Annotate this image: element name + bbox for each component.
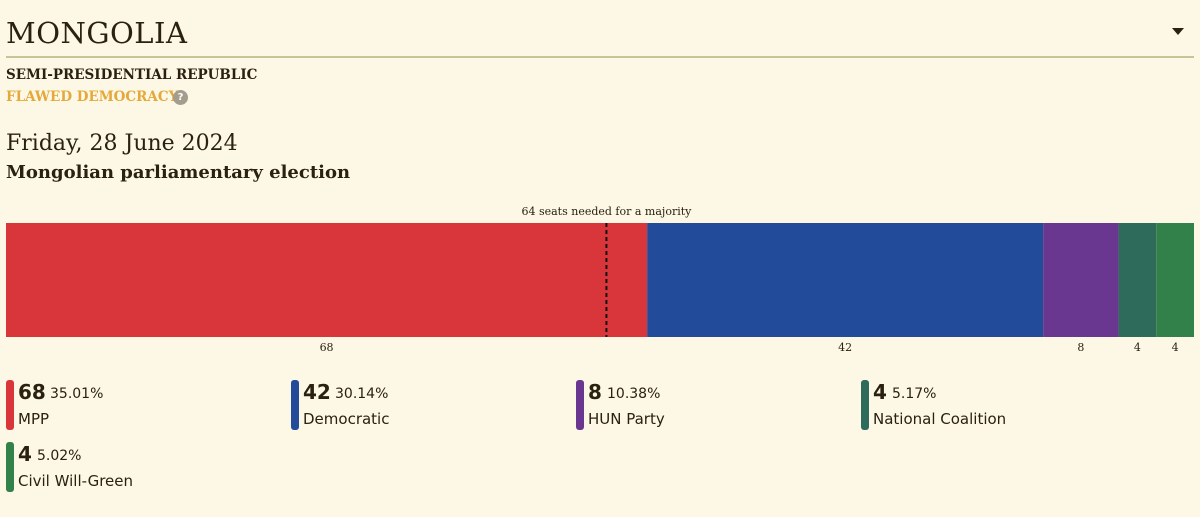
bar-value-label: 4 <box>1134 341 1141 354</box>
legend-item: 68 35.01% MPP <box>6 380 281 432</box>
legend-item: 42 30.14% Democratic <box>291 380 566 432</box>
legend-seats: 42 <box>303 380 331 404</box>
legend-percent: 10.38% <box>607 386 661 402</box>
legend-seats: 4 <box>873 380 887 404</box>
legend-swatch <box>6 380 14 430</box>
legend-item: 4 5.02% Civil Will-Green <box>6 442 281 494</box>
legend-party-name: MPP <box>18 410 50 428</box>
bar-value-label: 42 <box>838 341 852 354</box>
bar-civil-will-green <box>1156 223 1194 337</box>
help-icon[interactable]: ? <box>173 90 188 105</box>
country-title: MONGOLIA <box>6 16 188 50</box>
seat-chart: 64 seats needed for a majority 68 42 8 4 4 <box>6 205 1194 354</box>
legend-swatch <box>576 380 584 430</box>
legend-swatch <box>6 442 14 492</box>
chevron-down-icon[interactable] <box>1172 28 1184 35</box>
legend-party-name: HUN Party <box>588 410 665 428</box>
bar-value-label: 4 <box>1172 341 1179 354</box>
majority-label: 64 seats needed for a majority <box>521 205 692 218</box>
legend-swatch <box>861 380 869 430</box>
election-date: Friday, 28 June 2024 <box>6 131 238 156</box>
legend-party-name: National Coalition <box>873 410 1007 428</box>
election-title: Mongolian parliamentary election <box>6 162 351 183</box>
legend-party-name: Civil Will-Green <box>18 472 134 490</box>
legend-swatch <box>291 380 299 430</box>
democracy-index: FLAWED DEMOCRACY <box>6 89 179 105</box>
legend-percent: 5.02% <box>37 448 82 464</box>
legend-seats: 68 <box>18 380 46 404</box>
country-header[interactable]: MONGOLIA <box>6 14 1194 58</box>
legend-item: 8 10.38% HUN Party <box>576 380 851 432</box>
legend-seats: 4 <box>18 442 32 466</box>
legend-item: 4 5.17% National Coalition <box>861 380 1136 432</box>
government-type: SEMI-PRESIDENTIAL REPUBLIC <box>6 67 258 83</box>
bar-value-label: 8 <box>1077 341 1084 354</box>
legend-seats: 8 <box>588 380 602 404</box>
bar-national-coalition <box>1118 223 1157 337</box>
legend-percent: 35.01% <box>50 386 104 402</box>
bar-hun-party <box>1043 223 1119 337</box>
bar-value-label: 68 <box>320 341 334 354</box>
legend-percent: 30.14% <box>335 386 389 402</box>
bar-mpp <box>6 223 648 337</box>
bar-democratic <box>647 223 1044 337</box>
legend-percent: 5.17% <box>892 386 937 402</box>
legend-party-name: Democratic <box>303 410 390 428</box>
legend: 68 35.01% MPP 42 30.14% Democratic 8 10.38% HUN … <box>0 380 1200 510</box>
